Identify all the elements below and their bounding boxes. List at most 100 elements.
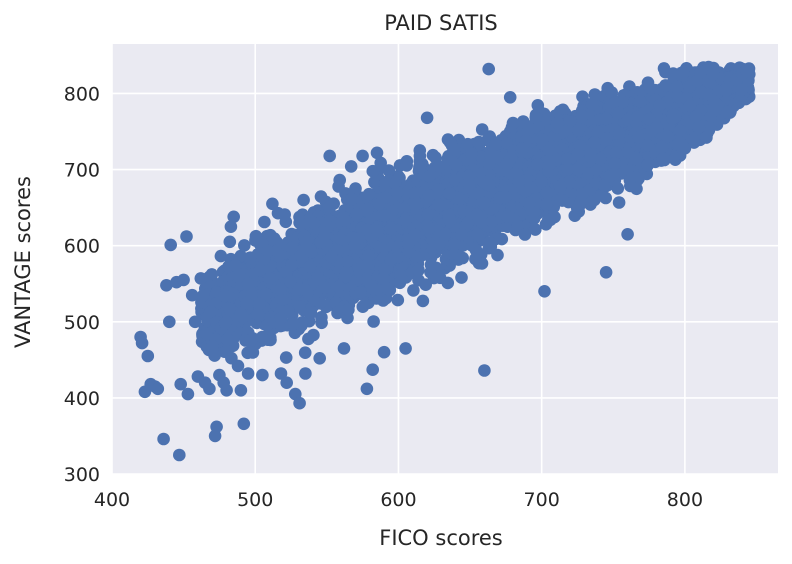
data-point — [506, 116, 520, 130]
data-point — [455, 271, 468, 284]
data-point — [585, 97, 599, 111]
data-point — [591, 125, 605, 139]
data-point — [412, 273, 425, 287]
data-point — [575, 109, 589, 122]
data-point — [529, 223, 542, 236]
data-points — [134, 60, 756, 462]
data-point — [624, 179, 637, 193]
data-point — [200, 327, 213, 341]
data-point — [264, 333, 277, 347]
data-point — [366, 282, 380, 295]
data-point — [378, 262, 391, 276]
data-point — [238, 239, 251, 252]
data-point — [605, 86, 618, 99]
data-point — [214, 249, 228, 263]
data-point — [196, 289, 210, 302]
data-point — [670, 80, 683, 94]
data-point — [641, 139, 655, 152]
data-point — [529, 111, 543, 124]
data-point — [588, 193, 601, 207]
data-point — [315, 311, 328, 324]
data-point — [234, 249, 247, 263]
data-point — [472, 135, 486, 149]
data-point — [421, 208, 435, 221]
data-point — [258, 215, 271, 229]
data-point — [371, 225, 384, 238]
data-point — [380, 281, 394, 295]
data-point — [382, 164, 396, 177]
data-point — [287, 317, 300, 331]
data-point — [483, 236, 496, 249]
data-point — [377, 272, 390, 285]
data-point — [221, 333, 234, 346]
data-point — [322, 201, 336, 214]
data-point — [432, 183, 445, 196]
data-point — [454, 251, 468, 264]
data-point — [276, 293, 289, 306]
data-point — [416, 294, 430, 308]
data-point — [491, 248, 504, 262]
data-point — [677, 66, 690, 80]
data-point — [393, 276, 407, 290]
data-point — [223, 235, 237, 249]
data-point — [433, 271, 447, 285]
data-point — [612, 196, 626, 209]
data-point — [574, 195, 588, 208]
data-point — [597, 179, 611, 192]
data-point — [489, 137, 502, 151]
data-point — [551, 116, 565, 130]
data-point — [630, 152, 643, 166]
data-point — [391, 293, 405, 307]
data-point — [589, 163, 603, 177]
data-point — [641, 158, 654, 172]
data-point — [307, 328, 320, 342]
data-point — [448, 143, 461, 156]
data-point — [412, 264, 425, 277]
data-point — [246, 346, 260, 359]
data-point — [244, 251, 257, 264]
data-point — [554, 193, 567, 207]
data-point — [362, 249, 376, 262]
data-point — [208, 349, 221, 362]
data-point — [407, 284, 420, 297]
data-point — [342, 303, 355, 317]
data-point — [410, 197, 424, 211]
data-point — [516, 142, 529, 155]
data-point — [233, 270, 247, 283]
data-point — [472, 187, 485, 200]
data-point — [616, 95, 629, 109]
data-point — [278, 208, 292, 221]
data-point — [659, 65, 672, 79]
data-point — [367, 315, 380, 328]
data-point — [483, 157, 496, 170]
data-point — [251, 308, 265, 321]
data-point — [229, 259, 242, 272]
data-point — [609, 146, 623, 159]
data-point — [332, 180, 345, 193]
data-point — [334, 233, 348, 246]
data-point — [519, 184, 533, 198]
data-point — [359, 259, 373, 272]
data-point — [442, 211, 456, 225]
data-point — [259, 287, 273, 301]
data-point — [413, 160, 426, 174]
data-point — [571, 163, 584, 176]
data-point — [465, 147, 478, 160]
data-point — [469, 243, 483, 257]
data-point — [475, 123, 489, 136]
data-point — [279, 351, 293, 364]
data-point — [298, 346, 312, 360]
data-point — [304, 306, 318, 320]
data-point — [521, 125, 535, 138]
data-point — [352, 232, 366, 245]
data-point — [448, 237, 462, 251]
data-point — [461, 137, 475, 151]
data-point — [356, 300, 370, 314]
data-point — [563, 115, 576, 128]
data-point — [424, 266, 437, 279]
data-point — [400, 155, 414, 168]
data-point — [472, 256, 486, 270]
data-point — [297, 193, 310, 207]
data-point — [344, 160, 358, 173]
